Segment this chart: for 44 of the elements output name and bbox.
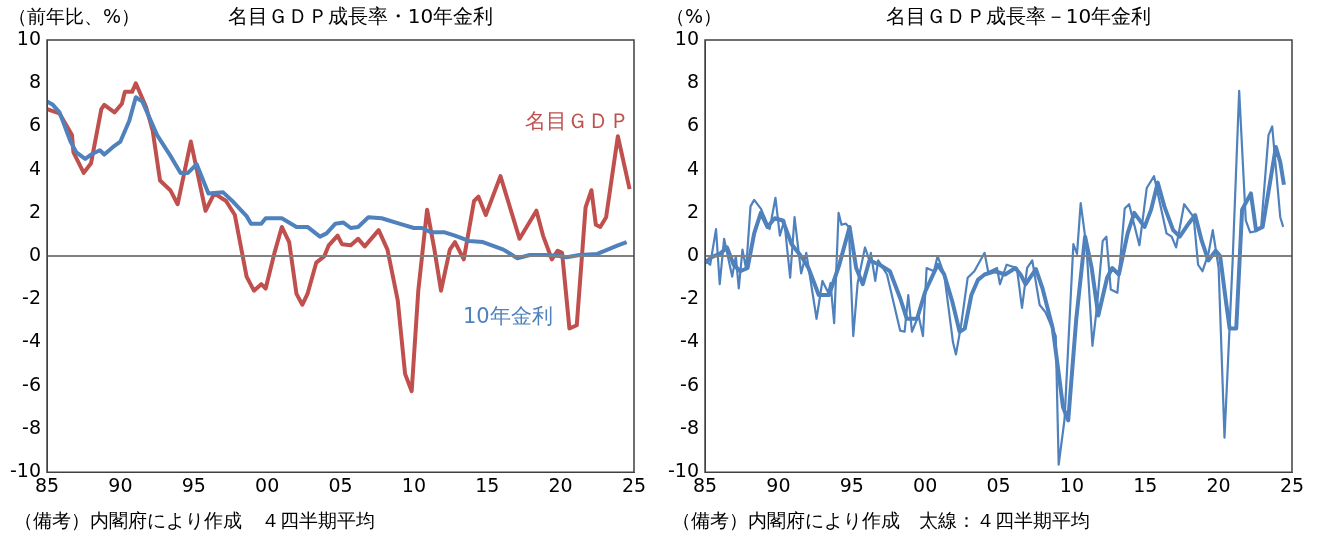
y-tick-label: 8 <box>28 70 42 93</box>
y-tick-label: -6 <box>680 372 700 395</box>
y-tick-label: 10 <box>16 26 42 49</box>
x-tick-label: 25 <box>621 473 647 496</box>
y-tick-label: 4 <box>28 156 42 179</box>
x-tick-label: 20 <box>1206 473 1231 496</box>
y-axis-title: （%） <box>666 4 723 27</box>
y-tick-label: 2 <box>28 199 42 222</box>
x-tick-label: 10 <box>401 473 426 496</box>
chart-title: 名目ＧＤＰ成長率－10年金利 <box>885 4 1152 29</box>
text: 10年金利 <box>462 303 553 328</box>
x-tick-label: 00 <box>913 473 938 496</box>
x-tick-label: 05 <box>986 473 1011 496</box>
y-tick-label: -6 <box>22 372 42 395</box>
y-tick-label: 0 <box>686 243 700 266</box>
text: （備考）内閣府により作成 ４四半期平均 <box>14 508 375 533</box>
y-tick-label: -2 <box>680 286 700 309</box>
x-tick-label: 20 <box>548 473 573 496</box>
x-tick-label: 05 <box>328 473 353 496</box>
x-tick-label: 15 <box>475 473 500 496</box>
x-tick-label: 10 <box>1059 473 1084 496</box>
y-tick-label: 2 <box>686 199 700 222</box>
y-tick-label: 0 <box>28 243 42 266</box>
chart-title: 名目ＧＤＰ成長率・10年金利 <box>227 4 494 29</box>
y-tick-label: -4 <box>22 329 42 352</box>
x-tick-label: 00 <box>255 473 280 496</box>
y-axis-title: （前年比、%） <box>8 4 141 27</box>
text: （備考）内閣府により作成 太線：４四半期平均 <box>672 508 1090 533</box>
y-tick-label: 10 <box>674 26 700 49</box>
x-tick-label: 95 <box>839 473 864 496</box>
y-tick-label: 8 <box>686 70 700 93</box>
y-tick-label: -4 <box>680 329 700 352</box>
x-tick-label: 15 <box>1133 473 1158 496</box>
x-tick-label: 25 <box>1279 473 1305 496</box>
x-tick-label: 95 <box>181 473 206 496</box>
x-tick-label: 90 <box>108 473 133 496</box>
series-label: 名目ＧＤＰ <box>524 108 630 133</box>
y-tick-label: -8 <box>680 415 700 438</box>
y-tick-label: 6 <box>28 113 42 136</box>
y-tick-label: 6 <box>686 113 700 136</box>
x-tick-label: 90 <box>766 473 791 496</box>
y-tick-label: -2 <box>22 286 42 309</box>
y-tick-label: -8 <box>22 415 42 438</box>
y-tick-label: 4 <box>686 156 700 179</box>
